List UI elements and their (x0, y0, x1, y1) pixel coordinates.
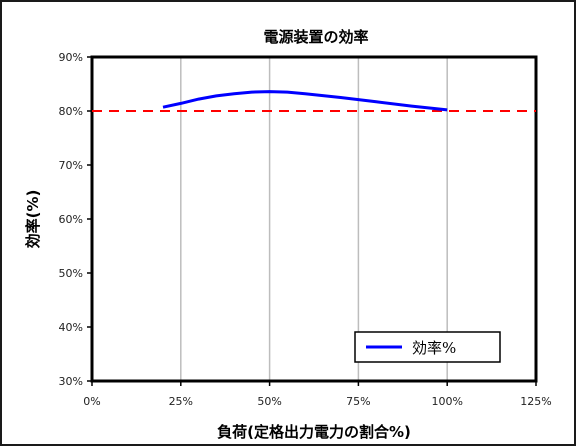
y-tick-label: 70% (59, 159, 83, 172)
x-tick-label: 0% (83, 395, 100, 408)
axis-ticks: 0% 25% 50% 75% 100% 125% 30% 40% 50% 60% 70% 80% 90% (59, 51, 552, 408)
x-tick-label: 100% (431, 395, 462, 408)
y-axis-title: 効率(%) (24, 190, 42, 249)
y-tick-label: 90% (59, 51, 83, 64)
x-tick-label: 25% (169, 395, 193, 408)
y-tick-label: 40% (59, 321, 83, 334)
legend: 効率% (354, 331, 501, 363)
y-tick-label: 30% (59, 375, 83, 388)
series-line-efficiency (162, 90, 448, 112)
x-tick-label: 125% (520, 395, 551, 408)
x-tick-label: 75% (346, 395, 370, 408)
y-tick-label: 80% (59, 105, 83, 118)
y-tick-label: 60% (59, 213, 83, 226)
legend-label: 効率% (412, 339, 456, 357)
x-axis-title: 負荷(定格出力電力の割合%) (217, 423, 411, 441)
chart-title: 電源装置の効率 (263, 28, 368, 46)
x-tick-label: 50% (257, 395, 281, 408)
y-tick-label: 50% (59, 267, 83, 280)
